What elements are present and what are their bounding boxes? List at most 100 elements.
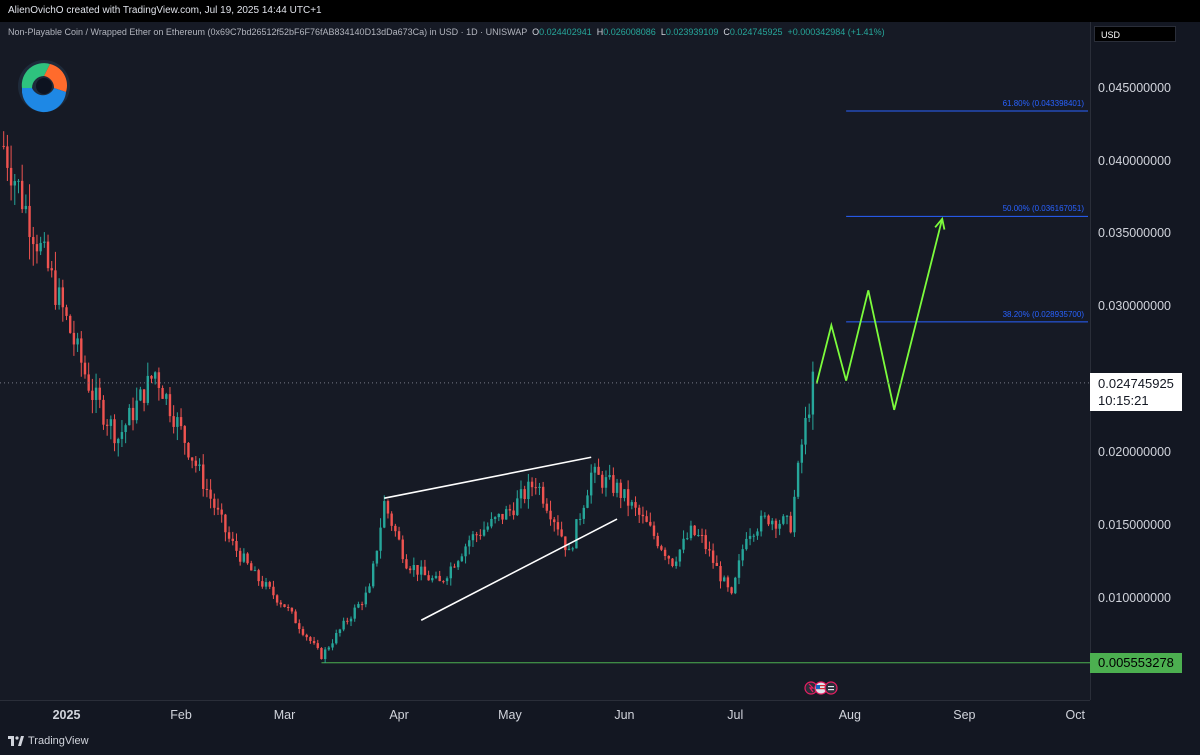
- candle-body: [250, 563, 253, 571]
- candle-body: [612, 475, 615, 493]
- wedge-upper-line: [384, 456, 592, 499]
- candle-body: [390, 513, 393, 526]
- candle-body: [6, 146, 9, 168]
- candle-body: [298, 623, 301, 630]
- high-value: 0.026008086: [603, 27, 656, 37]
- candle-body: [645, 516, 648, 522]
- price-tick-label: 0.015000000: [1098, 518, 1171, 533]
- candle-body: [338, 629, 342, 634]
- open-label: O: [532, 27, 540, 37]
- tradingview-brand[interactable]: TradingView: [8, 735, 89, 747]
- candle-body: [793, 496, 796, 533]
- candle-body: [641, 514, 645, 517]
- candle-body: [113, 419, 116, 444]
- fib-level-label: 61.80% (0.043398401): [1002, 98, 1084, 108]
- candle-body: [445, 578, 449, 582]
- candle-body: [227, 532, 231, 539]
- price-tick-label: 0.020000000: [1098, 445, 1171, 460]
- candle-body: [261, 581, 264, 587]
- candle-body: [423, 566, 427, 576]
- fib-level-label: 50.00% (0.036167051): [1002, 204, 1084, 214]
- time-axis[interactable]: [0, 700, 1090, 729]
- candle-body: [32, 237, 35, 245]
- candle-body: [704, 535, 707, 550]
- candle-body: [405, 559, 408, 569]
- candle-body: [630, 502, 634, 506]
- candle-body: [678, 549, 682, 562]
- candle-body: [586, 495, 589, 508]
- price-tick-label: 0.010000000: [1098, 590, 1171, 605]
- candle-body: [176, 417, 179, 427]
- candle-body: [501, 513, 504, 520]
- candle-body: [697, 535, 700, 537]
- candle-body: [619, 482, 622, 498]
- candle-body: [789, 515, 792, 533]
- price-tick-label: 0.030000000: [1098, 299, 1171, 314]
- candle-body: [593, 466, 597, 473]
- candle-body: [686, 538, 689, 540]
- candle-body: [120, 432, 124, 439]
- price-chart[interactable]: [0, 0, 1090, 700]
- low-value: 0.023939109: [665, 27, 719, 37]
- time-tick-label: Oct: [1065, 708, 1085, 722]
- candle-body: [412, 564, 416, 571]
- candle-body: [305, 634, 308, 638]
- candle-body: [667, 556, 670, 559]
- change-value: +0.000342984 (+1.41%): [787, 27, 885, 37]
- projection-path[interactable]: [815, 216, 946, 411]
- time-tick-label: Mar: [273, 708, 296, 722]
- candle-body: [235, 540, 238, 551]
- currency-badge[interactable]: USD: [1094, 26, 1176, 42]
- candle-body: [693, 525, 696, 536]
- economic-events-icon[interactable]: [804, 681, 838, 695]
- candles: [2, 131, 815, 663]
- candle-body: [471, 534, 475, 541]
- candle-body: [161, 387, 164, 399]
- candle-body: [9, 167, 13, 186]
- price-tick-label: 0.035000000: [1098, 226, 1171, 241]
- candle-body: [150, 375, 153, 379]
- wedge-pattern[interactable]: [384, 456, 618, 621]
- candle-body: [493, 517, 497, 519]
- candle-body: [578, 518, 582, 520]
- candle-body: [357, 604, 360, 608]
- candle-body: [730, 587, 733, 594]
- current-price-label: 0.024745925 10:15:21: [1090, 372, 1182, 411]
- candle-body: [383, 501, 386, 528]
- candle-body: [516, 498, 519, 516]
- candle-body: [135, 400, 138, 421]
- fib-retracement[interactable]: [846, 110, 1088, 323]
- candle-body: [316, 643, 319, 648]
- candle-body: [811, 371, 815, 415]
- candle-body: [187, 442, 190, 458]
- candle-body: [183, 426, 186, 443]
- candle-body: [57, 287, 61, 305]
- candle-body: [17, 180, 20, 182]
- candle-body: [98, 387, 101, 400]
- candle-body: [715, 562, 719, 567]
- candle-body: [128, 407, 131, 426]
- candle-body: [778, 523, 781, 529]
- candle-body: [364, 592, 367, 605]
- candle-body: [767, 515, 770, 525]
- candle-body: [172, 416, 175, 427]
- candle-body: [202, 464, 205, 489]
- candle-body: [638, 507, 641, 515]
- candle-body: [20, 180, 24, 210]
- time-tick-label: Jun: [614, 708, 635, 722]
- candle-body: [231, 538, 234, 541]
- candle-body: [39, 242, 42, 252]
- price-axis[interactable]: [1090, 22, 1200, 700]
- price-tick-label: 0.045000000: [1098, 80, 1171, 95]
- candle-body: [312, 641, 316, 644]
- chart-pane[interactable]: [0, 22, 1090, 700]
- candle-body: [131, 407, 135, 421]
- bar-countdown: 10:15:21: [1098, 392, 1149, 408]
- candle-body: [153, 372, 157, 379]
- candle-body: [708, 549, 711, 551]
- candle-body: [46, 241, 50, 269]
- symbol-legend: Non-Playable Coin / Wrapped Ether on Eth…: [8, 27, 885, 37]
- candle-body: [745, 538, 748, 550]
- candle-body: [213, 498, 216, 508]
- candle-body: [287, 607, 290, 609]
